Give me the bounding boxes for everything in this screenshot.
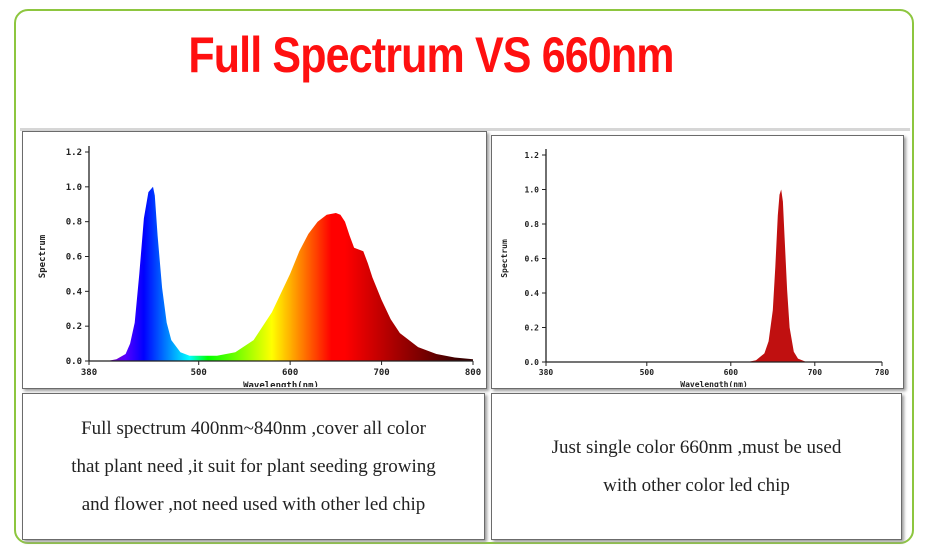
single-660nm-chart: 0.0 0.2 0.4 0.6 0.8 1.0 1.2 380 500 600 700 780 Wave…: [500, 149, 890, 387]
y-tick-label: 0.0: [525, 358, 540, 367]
spectrum-area: [89, 186, 473, 361]
y-tick-label: 0.4: [525, 289, 540, 298]
x-tick-label: 700: [373, 368, 389, 378]
spectrum-area: [546, 189, 882, 362]
y-axis-label: Spectrum: [500, 239, 509, 278]
caption-left-line-3: and flower ,not need used with other led…: [81, 493, 426, 515]
x-tick-label: 500: [640, 368, 655, 377]
x-axis-label: Wavelength(nm): [680, 380, 747, 387]
caption-left-line-1: Full spectrum 400nm~840nm ,cover all col…: [81, 417, 426, 439]
y-tick-label: 0.2: [66, 322, 82, 332]
single-660nm-panel: [491, 135, 904, 389]
y-tick-label: 0.2: [525, 324, 540, 333]
caption-right-line-2: with other color led chip: [603, 474, 790, 496]
x-tick-label: 600: [282, 368, 298, 378]
y-tick-label: 0.6: [66, 253, 82, 263]
full-spectrum-chart: 0.0 0.2 0.4 0.6 0.8 1.0 1.2 380 500 600 700 800 Wave…: [38, 146, 481, 387]
y-tick-label: 0.8: [525, 220, 540, 229]
full-spectrum-caption: Full spectrum 400nm~840nm ,cover all col…: [22, 393, 485, 540]
divider: [20, 128, 910, 131]
y-tick-label: 1.0: [525, 186, 540, 195]
y-tick-label: 0.0: [66, 357, 82, 367]
x-tick-label: 380: [81, 368, 97, 378]
x-axis-label: Wavelength(nm): [243, 381, 319, 387]
y-tick-label: 1.0: [66, 183, 82, 193]
caption-right-line-1: Just single color 660nm ,must be used: [551, 436, 842, 458]
y-tick-label: 1.2: [66, 148, 82, 158]
x-tick-label: 780: [875, 368, 890, 377]
page-frame: [14, 9, 914, 544]
page-title: Full Spectrum VS 660nm: [188, 27, 674, 83]
y-tick-label: 0.8: [66, 218, 82, 228]
x-tick-label: 600: [724, 368, 739, 377]
single-660nm-caption: Just single color 660nm ,must be used wi…: [491, 393, 902, 540]
x-tick-label: 800: [465, 368, 481, 378]
x-tick-label: 700: [808, 368, 823, 377]
x-tick-label: 380: [539, 368, 554, 377]
y-tick-label: 0.6: [525, 255, 540, 264]
y-tick-label: 0.4: [66, 287, 83, 297]
caption-left-line-2: that plant need ,it suit for plant seedi…: [71, 455, 436, 477]
x-tick-label: 500: [191, 368, 207, 378]
y-tick-label: 1.2: [525, 151, 540, 160]
y-axis-label: Spectrum: [38, 234, 48, 278]
